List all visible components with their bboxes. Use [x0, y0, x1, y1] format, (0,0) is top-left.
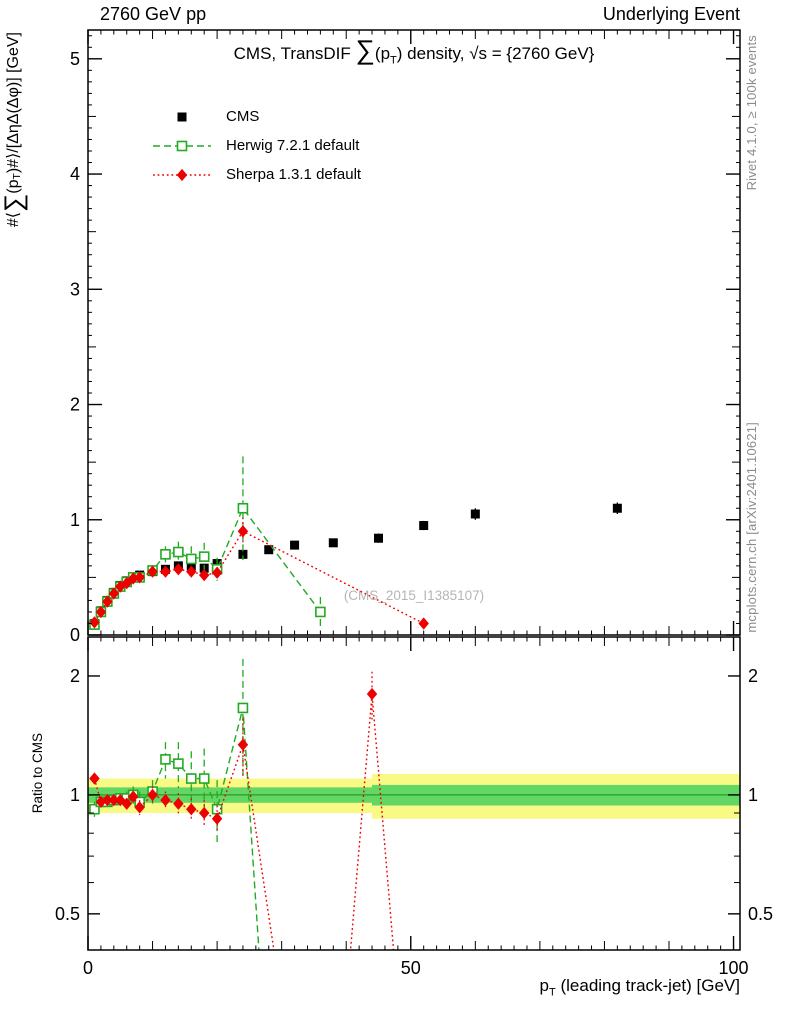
legend-label-sherpa: Sherpa 1.3.1 default	[226, 166, 362, 183]
svg-text:5: 5	[70, 49, 80, 69]
axis-ticks	[87, 30, 740, 950]
svg-text:2: 2	[70, 666, 80, 686]
ratio-bands	[88, 773, 740, 819]
main-y-axis-label: #⟨∑(pT)#⟩/[ΔηΔ(Δφ)] [GeV]	[0, 32, 28, 228]
svg-text:1: 1	[70, 785, 80, 805]
analysis-group-label: Underlying Event	[602, 4, 740, 24]
series-main-cms	[89, 502, 622, 628]
series-main-herwig	[89, 456, 326, 630]
svg-text:0.5: 0.5	[748, 904, 773, 924]
ratio-y-axis-label: Ratio to CMS	[30, 733, 45, 814]
beam-energy-label: 2760 GeV pp	[100, 4, 207, 24]
svg-text:3: 3	[70, 279, 80, 299]
ratio-panel-frame	[87, 636, 741, 951]
x-axis-label: pT (leading track-jet) [GeV]	[539, 976, 740, 999]
legend-label-herwig: Herwig 7.2.1 default	[226, 137, 360, 154]
svg-text:2: 2	[70, 395, 80, 415]
svg-text:1: 1	[748, 785, 758, 805]
herwig-marker-icon	[153, 140, 211, 151]
plot-title: CMS, TransDIF ∑(pT) density, √s = {2760 …	[233, 34, 595, 67]
analysis-id-watermark: (CMS_2015_I1385107)	[343, 588, 485, 603]
svg-text:0: 0	[70, 625, 80, 645]
svg-text:0: 0	[83, 958, 93, 978]
svg-text:1: 1	[70, 510, 80, 530]
mcplots-arxiv-note: mcplots.cern.ch [arXiv:2401.10621]	[744, 422, 759, 633]
axis-tick-labels: 0 1 2 3 4 5 0.5 0.5 1 1 2 2 0 50 100	[55, 49, 773, 978]
legend-item-sherpa: Sherpa 1.3.1 default	[150, 160, 361, 189]
series-ratio-sherpa	[89, 671, 395, 950]
series-main-sherpa	[89, 517, 429, 630]
legend-label-cms: CMS	[226, 108, 260, 125]
cms-marker-icon	[177, 112, 187, 121]
svg-text:4: 4	[70, 164, 80, 184]
series-ratio-herwig	[89, 658, 260, 950]
svg-text:50: 50	[401, 958, 421, 978]
rivet-version-note: Rivet 4.1.0, ≥ 100k events	[744, 35, 759, 191]
svg-text:2: 2	[748, 666, 758, 686]
legend-item-cms: CMS	[150, 102, 361, 131]
legend-item-herwig: Herwig 7.2.1 default	[150, 131, 361, 160]
svg-text:100: 100	[719, 958, 749, 978]
main-panel-frame	[87, 29, 741, 636]
legend: CMS Herwig 7.2.1 default Sherpa 1.3.1 de…	[150, 102, 361, 189]
sherpa-marker-icon	[153, 168, 211, 181]
svg-text:0.5: 0.5	[55, 904, 80, 924]
